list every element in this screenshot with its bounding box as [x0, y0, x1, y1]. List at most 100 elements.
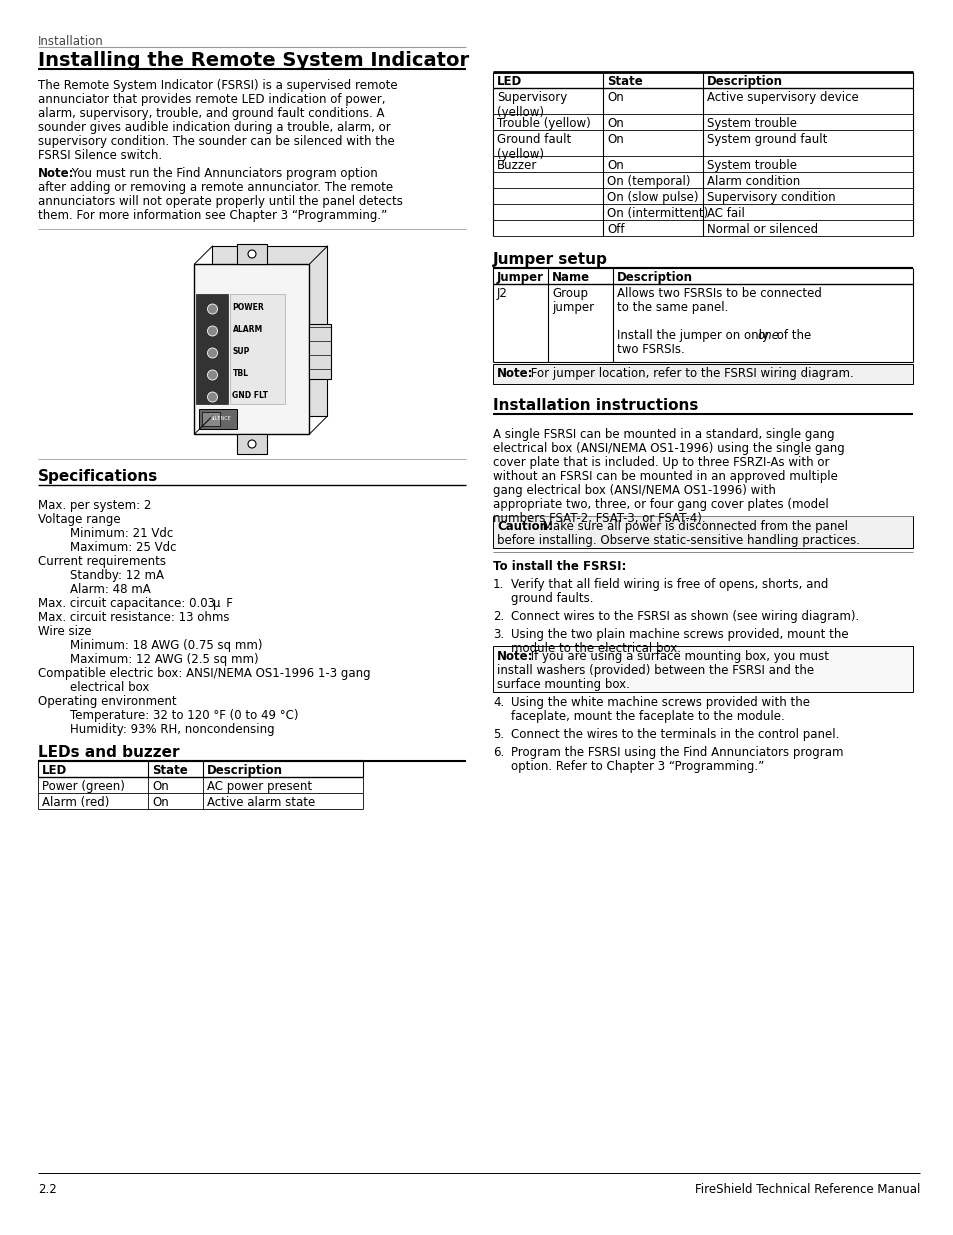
- Text: Description: Description: [617, 270, 692, 284]
- Text: State: State: [152, 764, 188, 777]
- Text: Wire size: Wire size: [38, 625, 91, 638]
- Text: numbers FSAT-2, FSAT-3, or FSAT-4).: numbers FSAT-2, FSAT-3, or FSAT-4).: [493, 513, 705, 525]
- Text: appropriate two, three, or four gang cover plates (model: appropriate two, three, or four gang cov…: [493, 498, 828, 511]
- Text: Connect the wires to the terminals in the control panel.: Connect the wires to the terminals in th…: [511, 727, 839, 741]
- Text: Description: Description: [207, 764, 283, 777]
- Bar: [236, 433, 267, 454]
- Text: For jumper location, refer to the FSRSI wiring diagram.: For jumper location, refer to the FSRSI …: [526, 367, 853, 380]
- Text: annunciators will not operate properly until the panel detects: annunciators will not operate properly u…: [38, 195, 402, 207]
- Text: Caution:: Caution:: [497, 520, 553, 534]
- Text: System trouble: System trouble: [706, 159, 796, 172]
- Text: J2: J2: [497, 287, 507, 300]
- Text: On: On: [606, 133, 623, 146]
- Circle shape: [208, 304, 217, 314]
- Text: Group: Group: [552, 287, 587, 300]
- Text: 2.2: 2.2: [38, 1183, 56, 1195]
- Text: Note:: Note:: [497, 650, 533, 663]
- Text: On: On: [152, 781, 169, 793]
- Text: Temperature: 32 to 120 °F (0 to 49 °C): Temperature: 32 to 120 °F (0 to 49 °C): [70, 709, 298, 722]
- Text: Minimum: 18 AWG (0.75 sq mm): Minimum: 18 AWG (0.75 sq mm): [70, 638, 262, 652]
- Text: Installing the Remote System Indicator: Installing the Remote System Indicator: [38, 51, 469, 70]
- Bar: [493, 364, 912, 384]
- Text: Using the white machine screws provided with the: Using the white machine screws provided …: [511, 697, 809, 709]
- Bar: [202, 412, 220, 426]
- Text: You must run the Find Annunciators program option: You must run the Find Annunciators progr…: [68, 167, 377, 180]
- Text: Active supervisory device: Active supervisory device: [706, 91, 858, 104]
- Text: Install the jumper on only: Install the jumper on only: [617, 329, 772, 342]
- Text: alarm, supervisory, trouble, and ground fault conditions. A: alarm, supervisory, trouble, and ground …: [38, 107, 384, 120]
- Text: Installation instructions: Installation instructions: [493, 398, 698, 412]
- Bar: [196, 294, 229, 404]
- Text: POWER: POWER: [233, 304, 264, 312]
- Text: FireShield Technical Reference Manual: FireShield Technical Reference Manual: [694, 1183, 919, 1195]
- Text: option. Refer to Chapter 3 “Programming.”: option. Refer to Chapter 3 “Programming.…: [511, 760, 763, 773]
- Text: gang electrical box (ANSI/NEMA OS1-1996) with: gang electrical box (ANSI/NEMA OS1-1996)…: [493, 484, 775, 496]
- Text: sounder gives audible indication during a trouble, alarm, or: sounder gives audible indication during …: [38, 121, 391, 135]
- Bar: [194, 264, 309, 433]
- Text: Alarm: 48 mA: Alarm: 48 mA: [70, 583, 151, 597]
- Text: Max. per system: 2: Max. per system: 2: [38, 499, 152, 513]
- Text: LEDs and buzzer: LEDs and buzzer: [38, 745, 179, 760]
- Circle shape: [208, 370, 217, 380]
- Text: Current requirements: Current requirements: [38, 555, 166, 568]
- Polygon shape: [213, 246, 327, 416]
- Text: FSRSI Silence switch.: FSRSI Silence switch.: [38, 149, 162, 162]
- Text: Using the two plain machine screws provided, mount the: Using the two plain machine screws provi…: [511, 629, 848, 641]
- Text: SUP: SUP: [233, 347, 250, 357]
- Text: electrical box (ANSI/NEMA OS1-1996) using the single gang: electrical box (ANSI/NEMA OS1-1996) usin…: [493, 442, 843, 454]
- Text: Buzzer: Buzzer: [497, 159, 537, 172]
- Circle shape: [208, 326, 217, 336]
- Text: before installing. Observe static-sensitive handling practices.: before installing. Observe static-sensit…: [497, 534, 859, 547]
- Text: On: On: [606, 159, 623, 172]
- Text: Voltage range: Voltage range: [38, 513, 120, 526]
- Text: Maximum: 25 Vdc: Maximum: 25 Vdc: [70, 541, 176, 555]
- Text: Minimum: 21 Vdc: Minimum: 21 Vdc: [70, 527, 173, 540]
- Text: 6.: 6.: [493, 746, 504, 760]
- Text: of the: of the: [772, 329, 810, 342]
- Text: 1.: 1.: [493, 578, 504, 592]
- Text: SILENCE: SILENCE: [211, 415, 232, 420]
- Circle shape: [208, 348, 217, 358]
- Text: Description: Description: [706, 75, 782, 88]
- Bar: [309, 324, 331, 379]
- Text: Specifications: Specifications: [38, 469, 158, 484]
- Text: annunciator that provides remote LED indication of power,: annunciator that provides remote LED ind…: [38, 93, 385, 106]
- Text: two FSRSIs.: two FSRSIs.: [617, 343, 684, 356]
- Text: Name: Name: [552, 270, 590, 284]
- Text: 2.: 2.: [493, 610, 504, 622]
- Text: The Remote System Indicator (FSRSI) is a supervised remote: The Remote System Indicator (FSRSI) is a…: [38, 79, 397, 91]
- Text: On: On: [606, 91, 623, 104]
- Text: On (temporal): On (temporal): [606, 175, 690, 188]
- Text: System ground fault: System ground fault: [706, 133, 826, 146]
- Text: 4.: 4.: [493, 697, 504, 709]
- Bar: [231, 294, 285, 404]
- Text: GND FLT: GND FLT: [233, 391, 268, 400]
- Text: Verify that all field wiring is free of opens, shorts, and: Verify that all field wiring is free of …: [511, 578, 827, 592]
- Text: electrical box: electrical box: [70, 680, 150, 694]
- Text: one: one: [757, 329, 779, 342]
- Text: Make sure all power is disconnected from the panel: Make sure all power is disconnected from…: [538, 520, 847, 534]
- Text: Supervisory
(yellow): Supervisory (yellow): [497, 91, 567, 119]
- Text: surface mounting box.: surface mounting box.: [497, 678, 629, 692]
- Text: install washers (provided) between the FSRSI and the: install washers (provided) between the F…: [497, 664, 813, 677]
- Text: System trouble: System trouble: [706, 117, 796, 130]
- Text: On: On: [152, 797, 169, 809]
- Text: them. For more information see Chapter 3 “Programming.”: them. For more information see Chapter 3…: [38, 209, 387, 222]
- Text: On (intermittent): On (intermittent): [606, 207, 707, 220]
- Text: If you are using a surface mounting box, you must: If you are using a surface mounting box,…: [526, 650, 828, 663]
- Text: ground faults.: ground faults.: [511, 592, 593, 605]
- Text: Alarm condition: Alarm condition: [706, 175, 800, 188]
- Text: cover plate that is included. Up to three FSRZI-As with or: cover plate that is included. Up to thre…: [493, 456, 828, 469]
- Text: Active alarm state: Active alarm state: [207, 797, 314, 809]
- Text: Operating environment: Operating environment: [38, 695, 176, 708]
- Text: Installation: Installation: [38, 35, 104, 48]
- Text: ALARM: ALARM: [233, 326, 262, 335]
- Text: Max. circuit capacitance: 0.03   F: Max. circuit capacitance: 0.03 F: [38, 597, 233, 610]
- Text: On (slow pulse): On (slow pulse): [606, 191, 698, 204]
- Text: LED: LED: [42, 764, 67, 777]
- Text: without an FSRSI can be mounted in an approved multiple: without an FSRSI can be mounted in an ap…: [493, 471, 837, 483]
- Text: 3.: 3.: [493, 629, 503, 641]
- Text: supervisory condition. The sounder can be silenced with the: supervisory condition. The sounder can b…: [38, 135, 395, 148]
- Text: Supervisory condition: Supervisory condition: [706, 191, 835, 204]
- Text: To install the FSRSI:: To install the FSRSI:: [493, 559, 626, 573]
